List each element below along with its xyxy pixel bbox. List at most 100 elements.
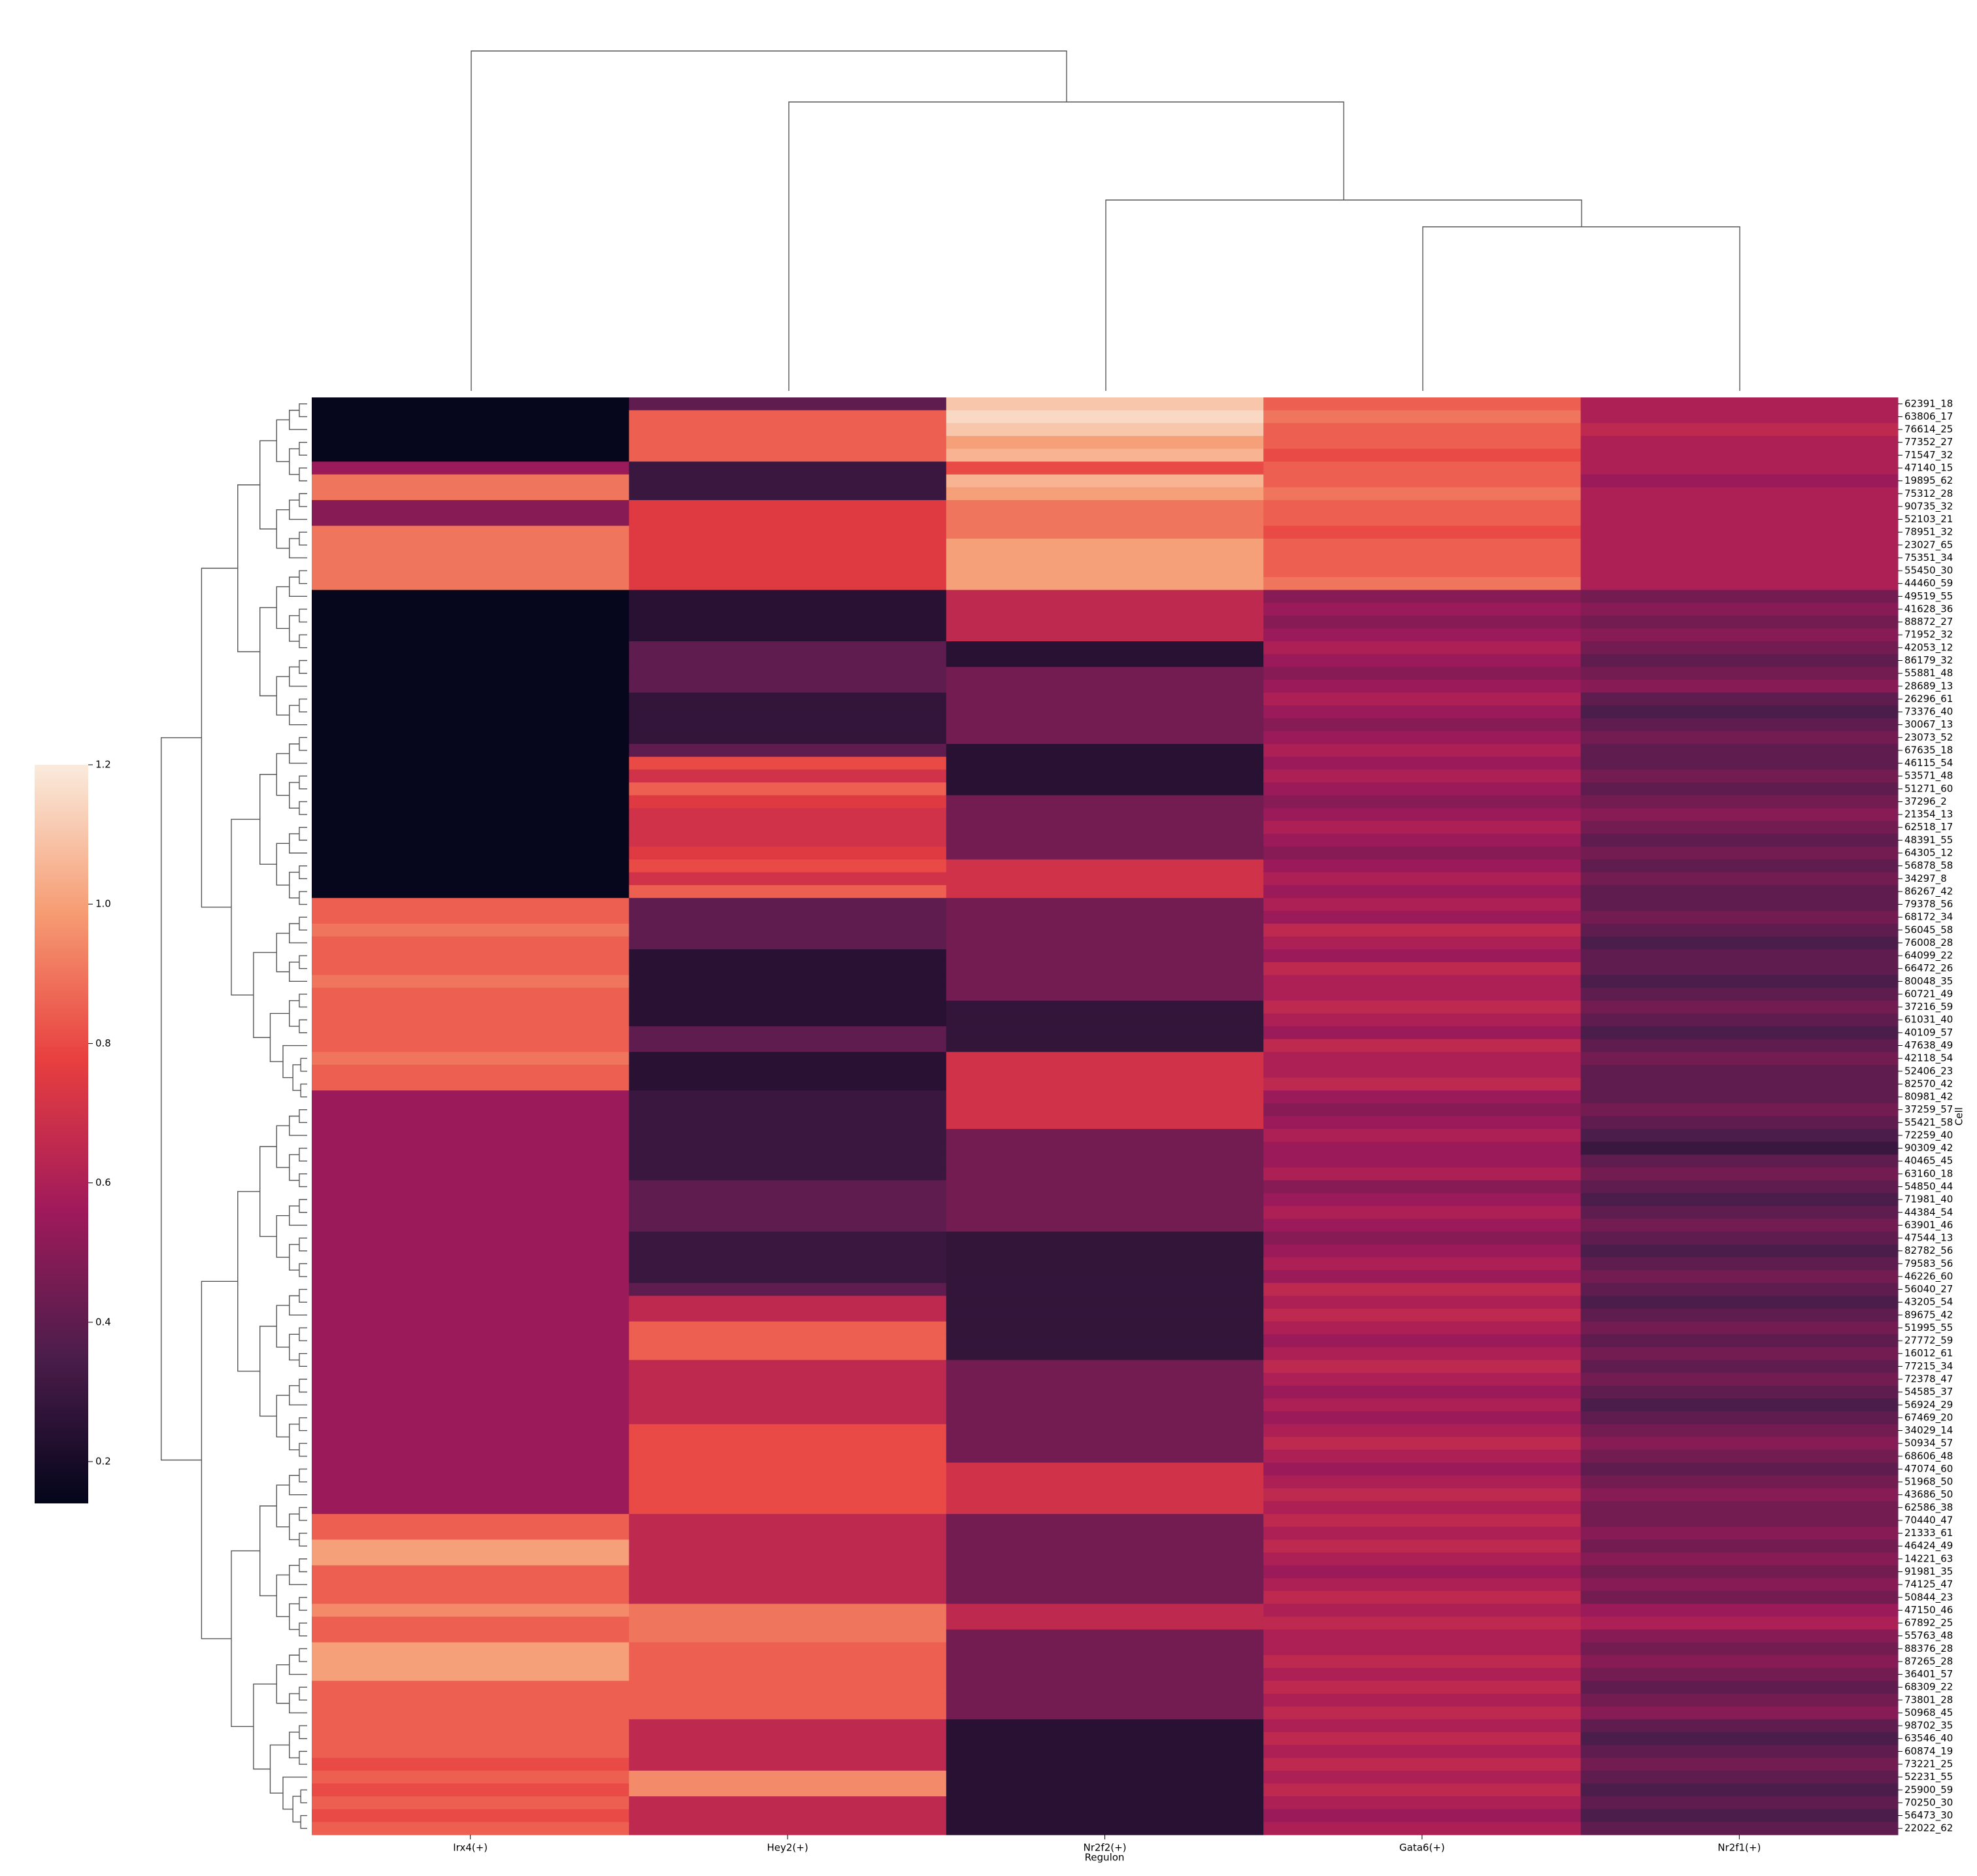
dendrogram-link bbox=[289, 1475, 307, 1496]
cell bbox=[629, 1732, 947, 1746]
y-tick-label: 34297_8 bbox=[1904, 873, 1947, 885]
cell bbox=[1263, 1758, 1582, 1771]
y-tick-label: 26296_61 bbox=[1904, 693, 1953, 705]
cell bbox=[946, 1809, 1264, 1822]
cell bbox=[629, 962, 947, 976]
cell bbox=[629, 435, 947, 450]
row-dendrogram bbox=[160, 403, 307, 1829]
cell bbox=[1580, 615, 1899, 629]
cell bbox=[946, 872, 1264, 886]
cell bbox=[1263, 1681, 1582, 1694]
cell bbox=[312, 1116, 629, 1130]
cell bbox=[1580, 1770, 1899, 1784]
cell bbox=[312, 564, 629, 578]
cell bbox=[946, 1064, 1264, 1079]
cell bbox=[1263, 1321, 1582, 1335]
dendrogram-link bbox=[276, 586, 290, 629]
cell bbox=[312, 1719, 629, 1733]
dendrogram-link bbox=[299, 916, 307, 931]
cell bbox=[946, 1116, 1264, 1130]
cell bbox=[1263, 1205, 1582, 1220]
cell bbox=[312, 1347, 629, 1361]
dendrogram-link bbox=[237, 1191, 260, 1372]
cell bbox=[1263, 1590, 1582, 1605]
dendrogram-link bbox=[299, 660, 307, 674]
cell bbox=[629, 512, 947, 526]
cell bbox=[629, 1796, 947, 1810]
cell bbox=[1263, 1603, 1582, 1617]
cell bbox=[629, 603, 947, 616]
y-tick-label: 46226_60 bbox=[1904, 1270, 1953, 1282]
cell bbox=[629, 1077, 947, 1091]
cell bbox=[312, 1437, 629, 1450]
cell bbox=[1263, 782, 1582, 796]
cell bbox=[312, 769, 629, 783]
cell bbox=[946, 1231, 1264, 1245]
dendrogram-link bbox=[299, 1147, 307, 1162]
cell bbox=[629, 975, 947, 988]
cell bbox=[312, 820, 629, 835]
cell bbox=[1580, 1655, 1899, 1669]
cell bbox=[1580, 1758, 1899, 1771]
cell bbox=[629, 1590, 947, 1605]
dendrogram-link bbox=[299, 1173, 307, 1188]
cell bbox=[629, 577, 947, 591]
cell bbox=[946, 1758, 1264, 1771]
cell bbox=[1263, 1642, 1582, 1656]
cell bbox=[946, 1526, 1264, 1540]
dendrogram-link bbox=[299, 775, 307, 790]
cell bbox=[946, 1514, 1264, 1528]
cell bbox=[629, 1116, 947, 1130]
cell bbox=[629, 1180, 947, 1194]
dendrogram-link bbox=[289, 1333, 299, 1361]
y-tick-label: 55450_30 bbox=[1904, 565, 1953, 577]
cell bbox=[1580, 1129, 1899, 1143]
dendrogram-link bbox=[299, 1558, 307, 1573]
y-tick-label: 30067_13 bbox=[1904, 718, 1953, 731]
x-tick-label: Nr2f2(+) bbox=[1083, 1842, 1126, 1854]
cell bbox=[312, 474, 629, 488]
cell bbox=[1580, 1360, 1899, 1373]
cell bbox=[1263, 512, 1582, 526]
cell bbox=[312, 911, 629, 924]
dendrogram-link bbox=[276, 1664, 290, 1704]
cell bbox=[946, 911, 1264, 924]
y-tick-label: 40109_57 bbox=[1904, 1026, 1953, 1039]
cell bbox=[1263, 1501, 1582, 1515]
cell bbox=[1263, 1578, 1582, 1592]
dendrogram-link bbox=[201, 1281, 238, 1639]
cell bbox=[946, 1218, 1264, 1232]
cell bbox=[946, 744, 1264, 758]
cell bbox=[1580, 1745, 1899, 1758]
cell bbox=[1263, 705, 1582, 719]
cell bbox=[946, 1347, 1264, 1361]
cell bbox=[312, 1449, 629, 1464]
cell bbox=[946, 1770, 1264, 1784]
y-tick-label: 80048_35 bbox=[1904, 975, 1953, 988]
y-tick-label: 86267_42 bbox=[1904, 885, 1953, 897]
cell bbox=[629, 1488, 947, 1502]
cell bbox=[1263, 1013, 1582, 1027]
cell bbox=[1580, 949, 1899, 963]
y-tick-label: 47638_49 bbox=[1904, 1039, 1953, 1052]
cell bbox=[1263, 1052, 1582, 1065]
cell bbox=[1580, 1218, 1899, 1232]
cell bbox=[1580, 1437, 1899, 1450]
cell bbox=[312, 859, 629, 873]
cell bbox=[1263, 641, 1582, 655]
cell bbox=[312, 1090, 629, 1104]
dendrogram-link bbox=[299, 1199, 307, 1213]
cell bbox=[312, 1167, 629, 1181]
cell bbox=[629, 1629, 947, 1643]
cell bbox=[1580, 1321, 1899, 1335]
cell bbox=[312, 705, 629, 719]
cell bbox=[629, 820, 947, 835]
cell bbox=[312, 397, 629, 411]
cell bbox=[946, 1296, 1264, 1309]
cell bbox=[1580, 1103, 1899, 1116]
cell bbox=[1263, 1449, 1582, 1464]
cell bbox=[946, 1039, 1264, 1052]
cell bbox=[946, 551, 1264, 565]
cell bbox=[629, 667, 947, 680]
cell bbox=[1263, 1809, 1582, 1822]
